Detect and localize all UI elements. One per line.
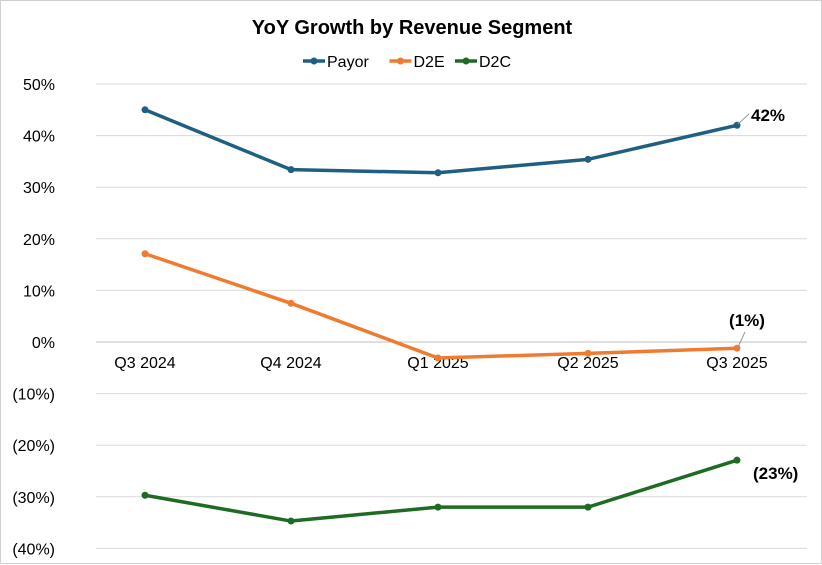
data-point-D2E — [141, 250, 149, 258]
x-tick-label: Q3 2025 — [706, 355, 767, 372]
legend-label-D2C: D2C — [479, 54, 511, 71]
y-tick-label: 30% — [23, 180, 55, 197]
data-point-Payor — [287, 166, 295, 174]
legend-marker-D2C — [462, 57, 470, 65]
data-label-Payor: 42% — [751, 106, 785, 125]
data-point-D2C — [434, 503, 442, 511]
legend-label-D2E: D2E — [414, 54, 445, 71]
x-tick-label: Q2 2025 — [557, 355, 618, 372]
x-tick-label: Q3 2024 — [114, 355, 175, 372]
series-line-D2C — [144, 458, 738, 523]
data-point-D2E — [434, 354, 442, 362]
y-tick-label: (40%) — [12, 541, 55, 558]
x-tick-label: Q4 2024 — [260, 355, 321, 372]
data-point-Payor — [434, 169, 442, 177]
data-point-D2E — [287, 299, 295, 307]
data-point-D2C — [733, 456, 741, 464]
legend-marker-D2E — [397, 57, 404, 65]
leader-line — [737, 113, 750, 125]
y-tick-label: 20% — [23, 232, 55, 249]
data-point-D2C — [287, 517, 295, 525]
data-point-Payor — [141, 106, 149, 114]
data-point-D2C — [141, 491, 149, 499]
y-tick-label: 0% — [32, 335, 55, 352]
legend-marker-Payor — [310, 57, 318, 65]
data-point-D2E — [584, 349, 592, 357]
y-tick-label: 10% — [23, 283, 55, 300]
data-label-D2C: (23%) — [753, 464, 798, 483]
y-tick-label: 50% — [23, 77, 55, 94]
data-point-D2C — [584, 503, 592, 511]
y-tick-label: (10%) — [12, 387, 55, 404]
data-point-Payor — [584, 155, 592, 163]
data-label-D2E: (1%) — [729, 311, 765, 330]
y-tick-label: 40% — [23, 129, 55, 146]
data-point-D2E — [733, 344, 741, 352]
legend-label-Payor: Payor — [327, 54, 369, 71]
y-tick-label: (30%) — [12, 490, 55, 507]
series-line-Payor — [144, 108, 738, 175]
leader-line — [737, 331, 746, 348]
y-tick-label: (20%) — [12, 438, 55, 455]
chart-title: YoY Growth by Revenue Segment — [252, 17, 573, 39]
